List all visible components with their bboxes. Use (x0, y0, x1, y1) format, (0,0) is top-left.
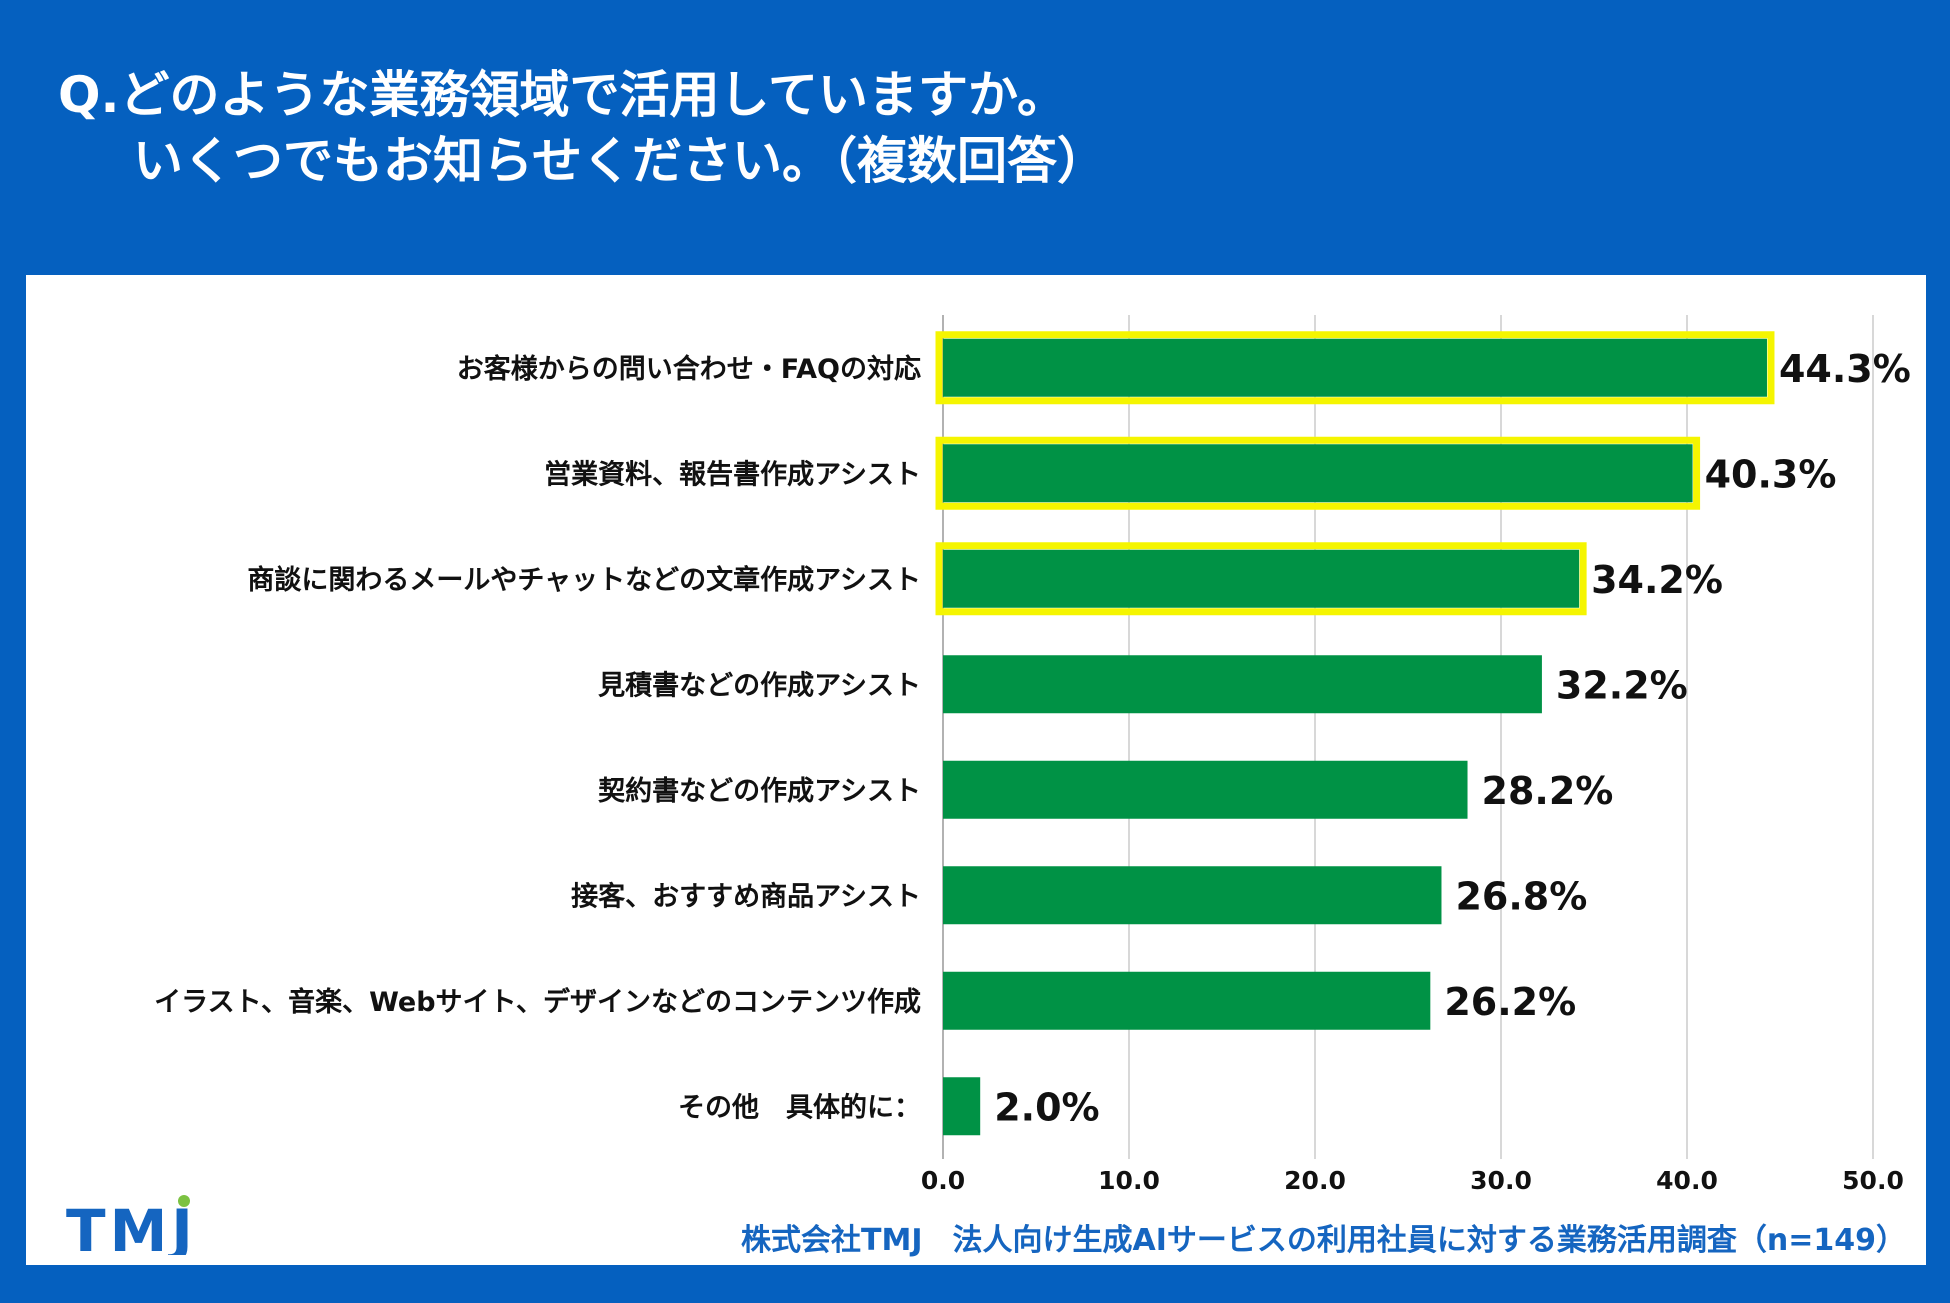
bar (943, 444, 1693, 503)
category-label: 契約書などの作成アシスト (598, 775, 921, 807)
source-caption: 株式会社TMJ 法人向け生成AIサービスの利用社員に対する業務活用調査（n=14… (741, 1223, 1906, 1258)
chart-title: Q.どのような業務領域で活用していますか。 いくつでもお知らせください。（複数回… (58, 62, 1107, 194)
logo-text: TMJ (66, 1197, 197, 1255)
bar (943, 338, 1767, 397)
x-tick-label: 30.0 (1470, 1166, 1532, 1195)
x-tick-label: 0.0 (921, 1166, 965, 1195)
x-tick-label: 10.0 (1098, 1166, 1160, 1195)
category-label: その他 具体的に： (678, 1091, 921, 1123)
category-label: イラスト、音楽、Webサイト、デザインなどのコンテンツ作成 (154, 986, 921, 1018)
bar-highlight (935, 436, 1701, 510)
x-tick-label: 20.0 (1284, 1166, 1346, 1195)
chart-panel: 0.0 10.0 20.0 30.0 40.0 50.0 お客様からの問い合わせ・FAQの対… (26, 275, 1926, 1265)
title-line-2: いくつでもお知らせください。（複数回答） (133, 132, 1107, 190)
data-label: 2.0% (994, 1085, 1099, 1129)
category-label: お客様からの問い合わせ・FAQの対応 (457, 353, 921, 385)
tmj-logo: TMJ (66, 1195, 266, 1255)
bar-highlight (935, 331, 1775, 405)
bar (943, 655, 1542, 714)
bar-chart: 0.0 10.0 20.0 30.0 40.0 50.0 お客様からの問い合わせ・FAQの対… (154, 315, 1911, 1195)
x-tick-label: 40.0 (1656, 1166, 1718, 1195)
category-label: 営業資料、報告書作成アシスト (544, 458, 921, 490)
bar (943, 866, 1442, 925)
category-label: 接客、おすすめ商品アシスト (571, 880, 921, 912)
data-label: 28.2% (1482, 769, 1614, 813)
bar (943, 549, 1580, 608)
bar (943, 971, 1431, 1030)
category-label: 見積書などの作成アシスト (598, 670, 921, 701)
bar (943, 760, 1468, 819)
data-label: 26.2% (1444, 980, 1576, 1024)
data-label: 26.8% (1455, 874, 1587, 918)
bar-highlight (935, 542, 1587, 616)
data-label: 34.2% (1591, 558, 1723, 602)
bar (943, 1077, 981, 1136)
data-label: 32.2% (1556, 663, 1688, 707)
category-label: 商談に関わるメールやチャットなどの文章作成アシスト (247, 564, 921, 596)
x-tick-label: 50.0 (1842, 1166, 1904, 1195)
logo-background (66, 1207, 266, 1253)
data-label: 40.3% (1705, 452, 1837, 496)
data-label: 44.3% (1779, 347, 1911, 391)
logo-dot (178, 1195, 190, 1207)
title-line-1: Q.どのような業務領域で活用していますか。 (58, 66, 1067, 124)
